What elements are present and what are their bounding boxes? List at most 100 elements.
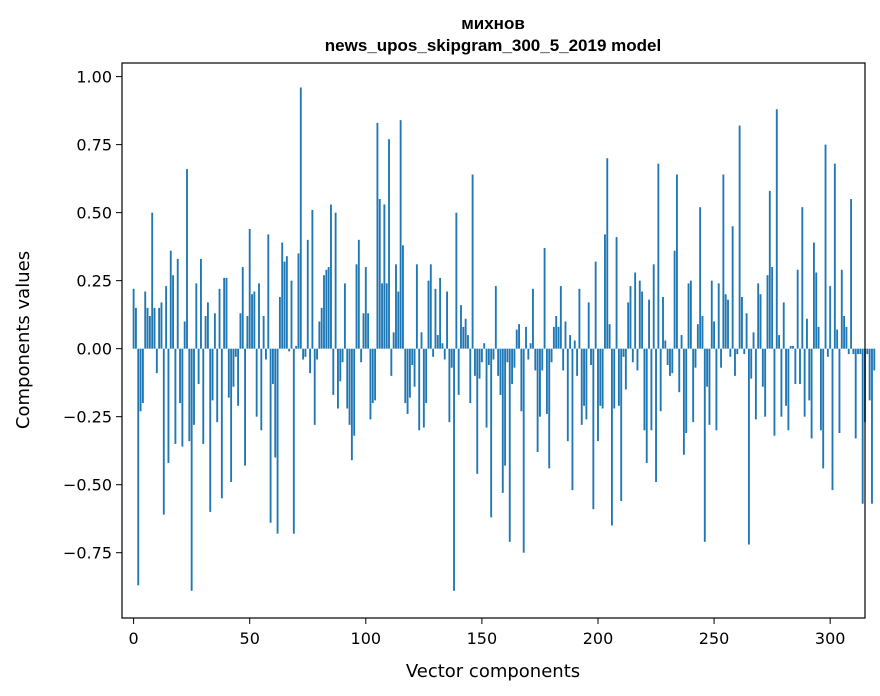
bar-137 [450, 348, 453, 368]
bar-251 [715, 348, 718, 431]
bar-292 [810, 348, 813, 439]
bar-203 [604, 234, 606, 349]
bar-138 [453, 348, 455, 591]
bar-116 [402, 245, 404, 349]
bar-212 [624, 348, 627, 390]
bar-218 [638, 280, 641, 349]
bar-78 [313, 348, 316, 425]
bar-166 [518, 324, 520, 349]
bar-277 [775, 109, 778, 349]
bar-214 [629, 286, 632, 349]
bar-21 [181, 348, 184, 447]
bar-309 [850, 199, 852, 349]
bar-177 [543, 248, 546, 349]
bar-150 [480, 348, 483, 363]
x-axis: 0 50 100 150 200 250 300 [129, 618, 846, 648]
bar-248 [708, 348, 711, 425]
bar-160 [504, 348, 507, 466]
bar-288 [801, 207, 804, 349]
y-tick-label: −0.25 [63, 408, 112, 427]
bar-300 [829, 286, 832, 349]
bar-99 [362, 313, 365, 349]
bar-305 [840, 269, 843, 349]
bar-231 [669, 348, 671, 376]
bar-12 [160, 302, 163, 349]
bar-11 [158, 307, 161, 349]
bar-276 [773, 348, 776, 436]
bar-261 [738, 125, 741, 349]
bar-95 [353, 348, 356, 436]
bar-145 [469, 348, 472, 404]
bar-156 [494, 286, 497, 349]
bar-210 [620, 348, 623, 502]
bar-235 [678, 348, 681, 393]
bar-82 [323, 275, 325, 349]
bar-294 [815, 272, 818, 349]
bar-170 [527, 348, 530, 360]
bar-61 [274, 348, 277, 458]
bar-66 [285, 256, 288, 349]
bar-263 [743, 348, 746, 355]
bar-219 [641, 291, 644, 349]
bar-3 [139, 348, 142, 412]
bar-53 [255, 348, 258, 417]
bar-165 [515, 329, 518, 349]
bar-220 [643, 348, 646, 431]
bar-80 [318, 321, 321, 349]
bar-143 [464, 318, 467, 349]
bar-190 [573, 340, 576, 349]
bar-223 [650, 348, 653, 431]
bar-169 [525, 326, 527, 349]
bar-187 [566, 348, 569, 442]
bar-35 [213, 313, 216, 349]
bar-25 [190, 348, 193, 591]
bar-296 [819, 348, 822, 431]
bar-88 [337, 348, 339, 409]
bar-302 [833, 163, 836, 349]
bar-274 [768, 190, 771, 349]
bar-192 [578, 288, 581, 349]
bar-238 [685, 348, 688, 433]
bar-314 [861, 348, 864, 504]
bar-221 [645, 348, 648, 463]
bar-120 [411, 348, 414, 365]
bar-45 [237, 348, 240, 406]
bar-94 [350, 348, 353, 461]
bar-134 [443, 348, 446, 360]
bar-92 [346, 348, 349, 409]
bar-171 [529, 343, 532, 349]
bar-28 [197, 348, 200, 385]
bar-37 [218, 288, 221, 349]
bar-271 [761, 348, 764, 387]
bar-282 [787, 348, 790, 431]
bar-70 [295, 345, 298, 349]
bar-2 [137, 348, 140, 586]
bar-163 [511, 348, 514, 385]
bar-9 [153, 307, 156, 349]
bar-24 [188, 348, 191, 442]
bar-117 [404, 348, 407, 404]
bar-55 [260, 348, 263, 431]
bar-224 [652, 264, 655, 349]
bar-83 [325, 269, 328, 349]
bar-103 [371, 348, 374, 404]
bar-90 [341, 348, 344, 363]
x-tick-label: 300 [815, 629, 846, 648]
bar-279 [780, 348, 783, 417]
bar-249 [710, 280, 713, 349]
bar-230 [666, 348, 669, 365]
bar-86 [332, 348, 335, 395]
bar-284 [792, 345, 794, 349]
bar-89 [339, 348, 342, 382]
bar-197 [590, 348, 592, 365]
bar-225 [655, 348, 657, 482]
bar-316 [866, 348, 869, 355]
bar-265 [747, 348, 750, 545]
bar-101 [367, 313, 370, 349]
bar-285 [794, 348, 797, 385]
bar-52 [253, 291, 256, 349]
y-tick-label: 0.50 [76, 204, 112, 223]
bar-40 [225, 277, 228, 349]
bar-172 [532, 288, 534, 349]
bar-148 [476, 348, 479, 474]
